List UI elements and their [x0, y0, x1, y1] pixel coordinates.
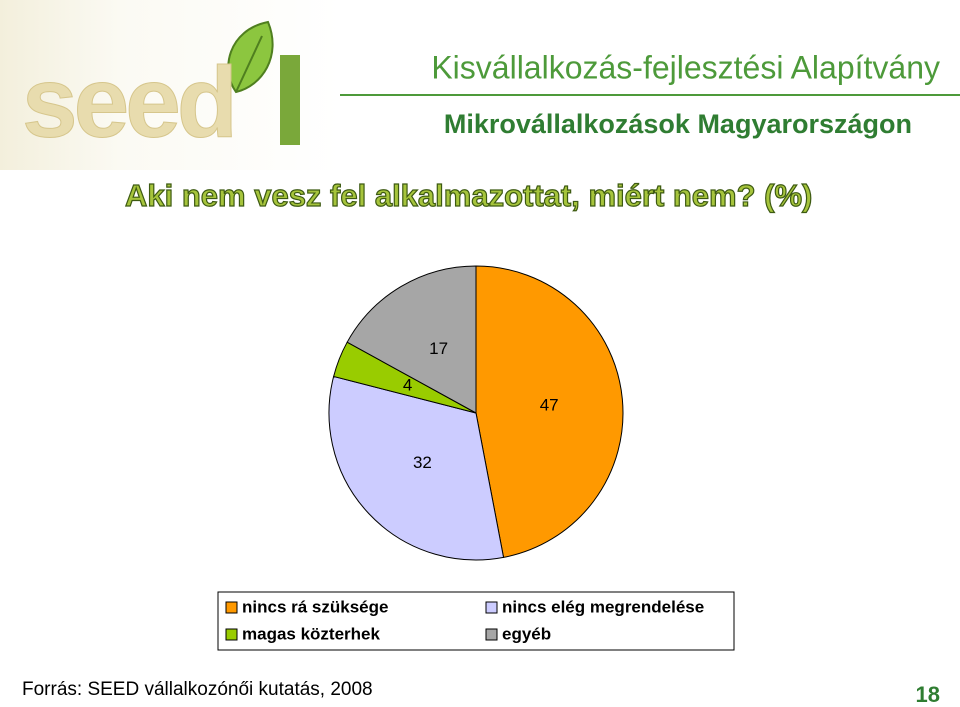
pie-slice — [328, 375, 505, 561]
pie-slice — [346, 265, 477, 414]
page-number: 18 — [916, 682, 940, 707]
legend-label: nincs elég megrendelése — [502, 597, 704, 616]
logo-stem — [280, 55, 300, 145]
pie-slice — [475, 265, 624, 558]
data-label: 47 — [540, 396, 559, 415]
legend-box — [217, 591, 735, 651]
data-label: 32 — [413, 453, 432, 472]
pie: 47 32 4 17 — [328, 265, 624, 561]
chart-title: Aki nem vesz fel alkalmazottat, miért ne… — [125, 178, 812, 213]
legend-swatch — [225, 628, 238, 641]
legend-label: egyéb — [502, 624, 551, 643]
logo: seed — [22, 46, 234, 158]
data-label: 4 — [403, 375, 412, 394]
legend-swatch — [225, 601, 238, 614]
data-label: 17 — [429, 339, 448, 358]
legend-label: magas közterhek — [242, 624, 380, 643]
source: Forrás: SEED vállalkozónői kutatás, 2008 — [22, 679, 373, 700]
legend-label: nincs rá szüksége — [242, 597, 388, 616]
logo-leaf-vein — [235, 35, 263, 93]
organization: Kisvállalkozás-fejlesztési Alapítvány — [431, 49, 940, 85]
legend-swatch — [485, 601, 498, 614]
legend-swatch — [485, 628, 498, 641]
subtitle: Mikrovállalkozások Magyarországon — [444, 109, 912, 139]
